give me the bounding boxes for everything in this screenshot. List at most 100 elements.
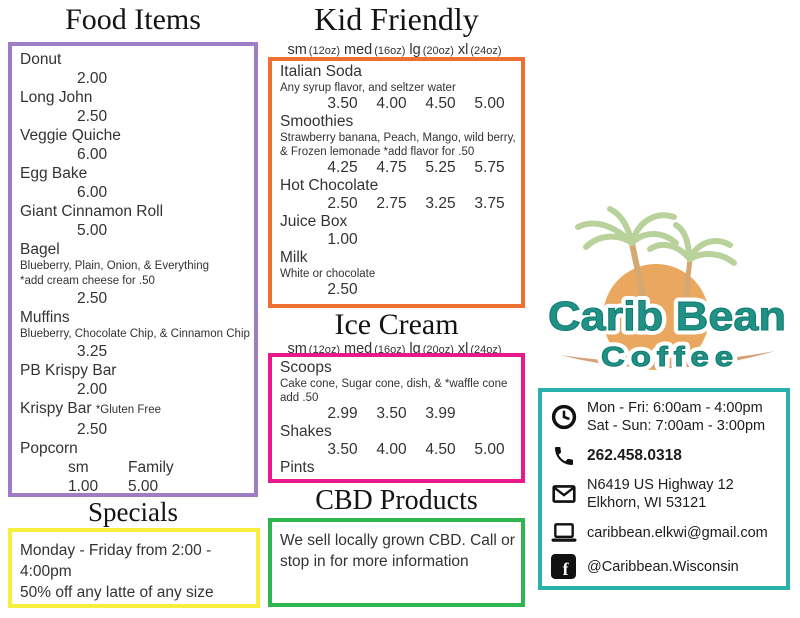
menu-item-price: 2.50 — [77, 290, 108, 307]
specials-box: Monday - Friday from 2:00 - 4:00pm 50% o… — [8, 528, 260, 608]
menu-item-prices: 2.50 — [280, 281, 521, 299]
menu-item-name: Bagel — [20, 241, 60, 258]
logo-text: Carib Bean — [548, 293, 786, 339]
menu-item-desc: Blueberry, Plain, Onion, & Everything — [20, 260, 209, 272]
sun-icon — [603, 264, 709, 370]
popcorn-prices: 1.00 5.00 — [20, 477, 254, 495]
specials-title: Specials — [88, 497, 178, 527]
menu-item-price: 2.50 — [77, 108, 108, 125]
menu-item-name: Giant Cinnamon Roll — [20, 203, 164, 220]
kid-friendly-title: Kid Friendly — [314, 1, 479, 37]
ice-cream-title: Ice Cream — [334, 308, 459, 341]
price: 3.50 — [327, 441, 358, 458]
swoosh-underline — [560, 351, 775, 369]
contact-box: Mon - Fri: 6:00am - 4:00pm Sat - Sun: 7:… — [538, 388, 790, 590]
menu-item-desc: Blueberry, Chocolate Chip, & Cinnamon Ch… — [20, 328, 250, 340]
price: 5.75 — [474, 159, 505, 176]
envelope-icon — [550, 481, 577, 508]
menu-item-price: 2.00 — [77, 381, 108, 398]
phone-icon — [550, 442, 577, 469]
menu-item-name: Pints — [280, 459, 315, 476]
menu-item-prices: 1.00 — [280, 231, 521, 249]
menu-item-price: 5.00 — [128, 478, 159, 495]
menu-item-price: 5.00 — [77, 222, 108, 239]
facebook-icon: f — [550, 553, 577, 580]
instagram-icon — [550, 587, 577, 590]
price: 1.00 — [327, 231, 358, 248]
email-row: caribbean.elkwi@gmail.com — [550, 519, 782, 546]
menu-item-prices: 2.99 3.50 3.99 — [280, 405, 521, 423]
facebook-handle: @Caribbean.Wisconsin — [587, 558, 739, 575]
menu-item-desc: White or chocolate — [280, 268, 376, 280]
menu-item-name-text: Krispy Bar — [20, 400, 92, 417]
size-label: lg — [409, 341, 421, 357]
menu-item-desc: Cake cone, Sugar cone, dish, & *waffle c… — [280, 378, 508, 404]
size-oz: (24oz) — [470, 45, 502, 57]
menu-item-name: Veggie Quiche — [20, 127, 121, 144]
price: 5.00 — [318, 477, 367, 479]
address-line1: N6419 US Highway 12 — [587, 477, 734, 493]
carib-bean-coffee-logo: Carib Bean Carib Bean Coffee Coffee — [544, 206, 791, 377]
menu-item-name: PB Krispy Bar — [20, 362, 117, 379]
price: 2.50 — [327, 195, 358, 212]
menu-item-price: 2.50 — [77, 421, 108, 438]
price: 5.25 — [425, 159, 456, 176]
clock-icon — [550, 404, 577, 431]
size-label: sm — [68, 459, 89, 476]
hours-row: Mon - Fri: 6:00am - 4:00pm Sat - Sun: 7:… — [550, 399, 782, 435]
price: 4.50 — [425, 95, 456, 112]
menu-item-name: Juice Box — [280, 213, 348, 230]
menu-item-name: Italian Soda — [280, 63, 362, 80]
menu-item-name: Krispy Bar *Gluten Free — [20, 399, 254, 420]
price: 3.75 — [474, 195, 505, 212]
menu-item-name: Milk — [280, 249, 308, 266]
menu-item-desc: Any syrup flavor, and seltzer water — [280, 82, 456, 94]
size-oz: (20oz) — [422, 45, 454, 57]
menu-item-prices: 4.25 4.75 5.25 5.75 — [280, 159, 521, 177]
price: 2.75 — [376, 195, 407, 212]
menu-item-price: 3.25 — [77, 343, 108, 360]
price: 3.99 — [425, 405, 456, 422]
cbd-line: We sell locally grown CBD. Call or — [280, 532, 515, 549]
address-line2: Elkhorn, WI 53121 — [587, 495, 707, 511]
size-label: Family — [128, 459, 174, 476]
cbd-products-title: CBD Products — [315, 485, 478, 516]
size-label: sm — [287, 42, 307, 58]
price: 4.50 — [425, 441, 456, 458]
menu-item-name: Smoothies — [280, 113, 354, 130]
size-label: xl — [457, 341, 469, 357]
menu-item-price: 1.00 — [68, 478, 99, 495]
size-label: lg — [409, 42, 421, 58]
popcorn-size-headers: sm Family — [20, 458, 254, 477]
menu-item-name: Scoops — [280, 359, 332, 376]
phone-number: 262.458.0318 — [587, 446, 682, 464]
menu-item-name: Shakes — [280, 423, 332, 440]
menu-item-name: Popcorn — [20, 440, 78, 457]
menu-item-price: 6.00 — [77, 184, 108, 201]
food-items-title: Food Items — [65, 3, 201, 36]
kid-size-header: sm (12oz) med (16oz) lg (20oz) xl (24oz) — [268, 41, 525, 59]
menu-item-desc: & Frozen lemonade *add flavor for .50 — [280, 146, 475, 158]
menu-item-name: Hot Chocolate — [280, 177, 379, 194]
menu-item-note: *Gluten Free — [95, 404, 162, 416]
hours-weekend: Sat - Sun: 7:00am - 3:00pm — [587, 418, 766, 434]
logo-text-halo: Carib Bean — [548, 293, 786, 339]
specials-line: Monday - Friday from 2:00 - 4:00pm — [20, 542, 212, 580]
menu-item-prices: 3.50 4.00 4.50 5.00 — [280, 441, 521, 459]
instagram-row: @caribbean_wisconsin — [550, 587, 782, 590]
food-items-box: Donut 2.00 Long John 2.50 Veggie Quiche … — [8, 42, 258, 497]
cbd-products-box: We sell locally grown CBD. Call or stop … — [268, 518, 525, 607]
price: 4.00 — [376, 95, 407, 112]
logo-subtext-halo: Coffee — [601, 341, 739, 372]
ice-cream-box: Scoops Cake cone, Sugar cone, dish, & *w… — [268, 353, 525, 483]
menu-item-name: Egg Bake — [20, 165, 88, 182]
menu-item-price: 6.00 — [77, 146, 108, 163]
size-oz: (12oz) — [308, 45, 340, 57]
price: 5.00 — [474, 95, 505, 112]
size-oz: (16oz) — [374, 45, 406, 57]
menu-item-prices: 2.50 2.75 3.25 3.75 — [280, 195, 521, 213]
svg-text:f: f — [563, 559, 570, 579]
phone-row: 262.458.0318 — [550, 442, 782, 469]
menu-item-price: 2.00 — [77, 70, 108, 87]
